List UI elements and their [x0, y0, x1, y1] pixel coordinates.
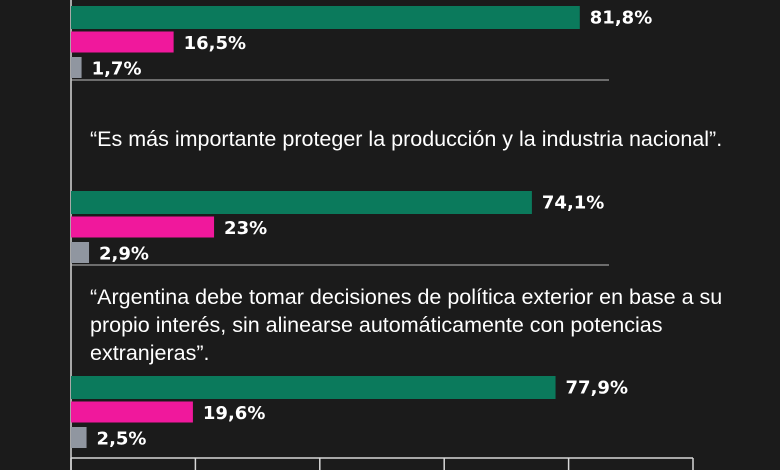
value-label: 19,6% — [203, 403, 265, 424]
value-label: 2,5% — [97, 429, 147, 450]
bar — [71, 191, 532, 214]
value-label: 2,9% — [99, 244, 149, 265]
bar — [71, 6, 580, 29]
bar — [71, 401, 193, 423]
bar — [71, 216, 215, 238]
bar — [71, 376, 556, 399]
value-label: 74,1% — [542, 193, 604, 214]
statement: “Argentina debe tomar decisiones de polí… — [90, 285, 723, 365]
value-label: 16,5% — [184, 33, 246, 54]
statement: “Es más importante proteger la producció… — [90, 127, 723, 151]
value-label: 81,8% — [590, 8, 652, 29]
value-label: 77,9% — [566, 378, 628, 399]
bar — [71, 57, 82, 78]
bar — [71, 427, 87, 448]
value-label: 1,7% — [92, 59, 142, 80]
value-label: 23% — [224, 218, 267, 239]
bar — [71, 242, 90, 263]
bar — [71, 31, 174, 53]
